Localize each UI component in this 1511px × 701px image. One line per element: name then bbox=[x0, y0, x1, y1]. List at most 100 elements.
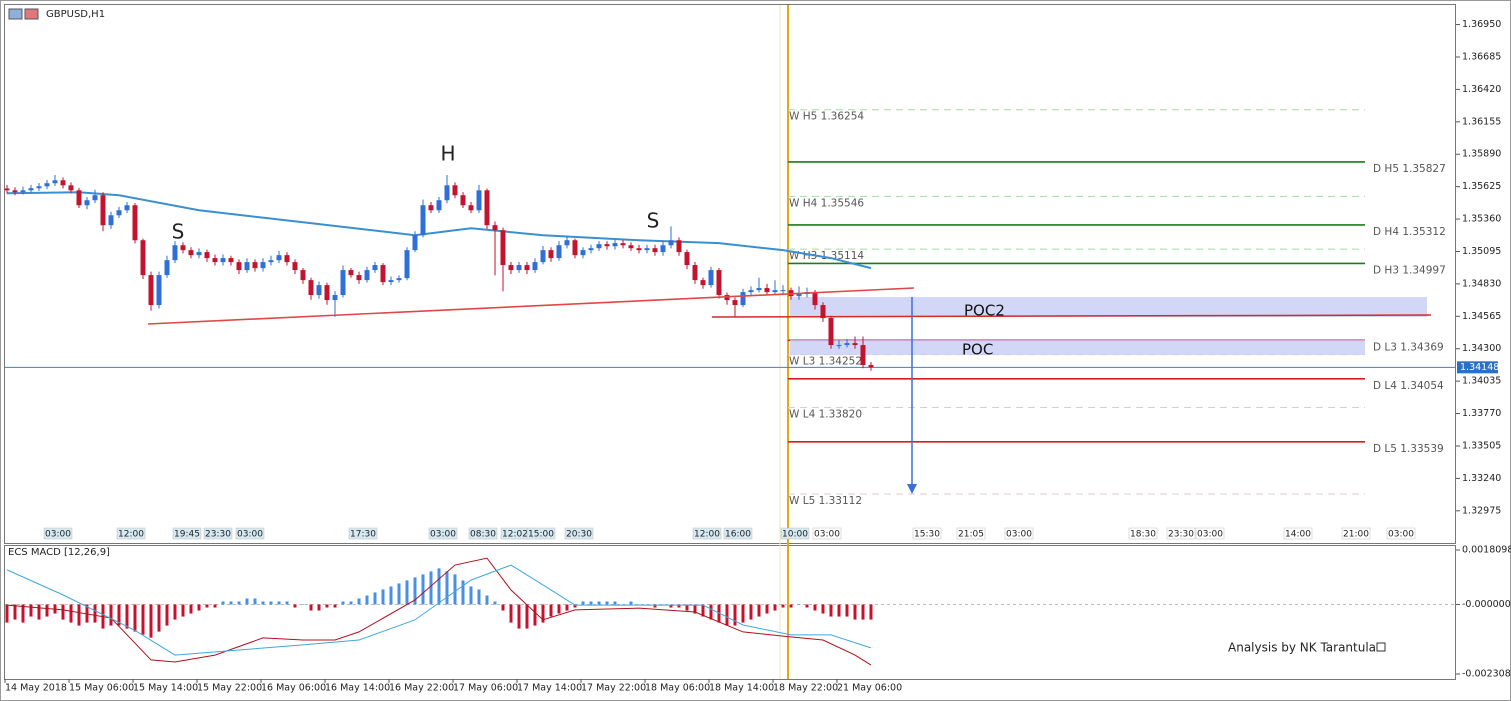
candle-body bbox=[452, 185, 458, 196]
macd-title: ECS MACD [12,26,9] bbox=[8, 547, 110, 558]
candle-body bbox=[300, 270, 306, 281]
candle-body bbox=[676, 240, 682, 253]
x-tick-label: 16 May 22:00 bbox=[389, 683, 454, 694]
macd-bar bbox=[669, 604, 673, 608]
x-tick-label: 18 May 06:00 bbox=[645, 683, 710, 694]
pivot-label: D L5 1.33539 bbox=[1373, 443, 1444, 455]
candle-body bbox=[396, 278, 402, 281]
candle-body bbox=[156, 275, 162, 306]
pivot-label: W H3 1.35114 bbox=[789, 250, 864, 262]
candle-body bbox=[316, 285, 322, 296]
macd-bar bbox=[205, 604, 209, 608]
macd-bar bbox=[93, 604, 97, 623]
candle-body bbox=[588, 248, 594, 251]
macd-bar bbox=[781, 604, 785, 608]
candle-body bbox=[180, 245, 186, 251]
macd-bar bbox=[373, 592, 377, 605]
y-tick-label: 0.0018098 bbox=[1462, 545, 1511, 556]
event-label-bg bbox=[348, 527, 378, 540]
annotation: H bbox=[440, 142, 455, 166]
candle-body bbox=[732, 300, 738, 306]
macd-bar bbox=[245, 598, 249, 605]
candle-body bbox=[852, 343, 858, 346]
event-label-bg bbox=[235, 527, 265, 540]
macd-bar bbox=[733, 604, 737, 626]
macd-bar bbox=[797, 604, 801, 606]
macd-bar bbox=[349, 601, 353, 605]
macd-bar bbox=[325, 604, 329, 608]
macd-bar bbox=[301, 604, 305, 606]
candle-body bbox=[308, 280, 314, 296]
x-tick-label: 17 May 06:00 bbox=[453, 683, 518, 694]
candle-body bbox=[692, 265, 698, 281]
annotation: S bbox=[647, 209, 660, 233]
candle-body bbox=[68, 185, 74, 191]
credit: Analysis by NK Tarantula bbox=[1228, 641, 1376, 655]
candle-body bbox=[660, 245, 666, 253]
macd-bar bbox=[517, 604, 521, 629]
macd-bar bbox=[69, 604, 73, 623]
macd-bar bbox=[685, 604, 689, 611]
macd-bar bbox=[573, 604, 577, 608]
macd-bar bbox=[5, 604, 9, 623]
candle-body bbox=[204, 252, 210, 259]
x-tick-label: 18 May 14:00 bbox=[709, 683, 774, 694]
event-label: 12:00 bbox=[118, 530, 144, 540]
candle-body bbox=[76, 190, 82, 206]
macd-bar bbox=[333, 604, 337, 608]
event-label-bg bbox=[564, 527, 594, 540]
pivot-label: W L3 1.34252 bbox=[789, 356, 862, 368]
macd-bar bbox=[285, 601, 289, 605]
macd-bar bbox=[861, 604, 865, 620]
event-label-bg bbox=[43, 527, 73, 540]
event-label: 23:30 bbox=[205, 530, 231, 540]
macd-bar bbox=[549, 604, 553, 617]
candle-body bbox=[500, 230, 506, 266]
macd-bar bbox=[461, 580, 465, 605]
candle-body bbox=[108, 215, 114, 226]
candle-body bbox=[700, 280, 706, 286]
x-tick-label: 18 May 22:00 bbox=[773, 683, 838, 694]
macd-bar bbox=[613, 601, 617, 605]
candle-body bbox=[844, 343, 850, 346]
macd-bar bbox=[61, 604, 65, 620]
candle-body bbox=[12, 190, 18, 193]
candle-body bbox=[380, 265, 386, 283]
candle-body bbox=[84, 200, 90, 206]
event-label: 15:00 bbox=[528, 530, 554, 540]
pivot-label: W L4 1.33820 bbox=[789, 408, 862, 420]
candle-body bbox=[52, 180, 58, 184]
macd-bar bbox=[141, 604, 145, 635]
candle-body bbox=[292, 262, 298, 271]
event-label-bg bbox=[692, 527, 722, 540]
macd-bar bbox=[869, 604, 873, 620]
candle-body bbox=[412, 235, 418, 251]
x-tick-label: 21 May 06:00 bbox=[837, 683, 902, 694]
macd-bar bbox=[149, 604, 153, 638]
candle-body bbox=[276, 255, 282, 261]
macd-bar bbox=[341, 601, 345, 605]
candle-body bbox=[28, 188, 34, 191]
macd-bar bbox=[309, 604, 313, 611]
macd-bar bbox=[317, 604, 321, 611]
event-label-bg bbox=[1004, 527, 1034, 540]
macd-panel bbox=[4, 545, 1456, 680]
candle-body bbox=[428, 205, 434, 211]
x-tick-label: 15 May 22:00 bbox=[197, 683, 262, 694]
neckline bbox=[147, 287, 915, 325]
annotation: POC bbox=[962, 341, 993, 359]
macd-bar bbox=[605, 601, 609, 605]
event-label-bg bbox=[468, 527, 498, 540]
macd-bar bbox=[133, 604, 137, 632]
y-tick-label: -0.0023080 bbox=[1462, 669, 1511, 680]
candle-body bbox=[620, 243, 626, 246]
macd-bar bbox=[829, 604, 833, 617]
event-label: 23:30 bbox=[1168, 530, 1194, 540]
macd-bar bbox=[413, 577, 417, 605]
candle-body bbox=[540, 250, 546, 263]
macd-bar bbox=[757, 604, 761, 617]
event-label-bg bbox=[1166, 527, 1196, 540]
poc2-zone bbox=[790, 297, 1427, 317]
event-label-bg bbox=[912, 527, 942, 540]
